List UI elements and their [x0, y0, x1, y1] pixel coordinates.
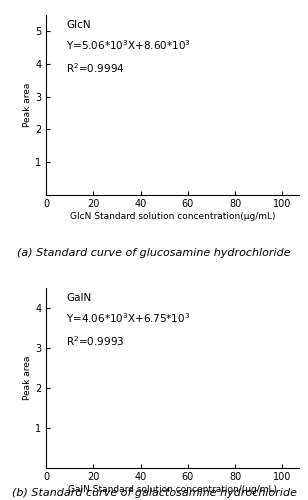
Text: Y=4.06*10$^3$X+6.75*10$^3$: Y=4.06*10$^3$X+6.75*10$^3$: [67, 312, 191, 325]
Text: GalN: GalN: [67, 294, 92, 304]
X-axis label: GlcN Standard solution concentration(μg/mL): GlcN Standard solution concentration(μg/…: [70, 212, 275, 221]
Text: R$^2$=0.9993: R$^2$=0.9993: [67, 334, 125, 348]
X-axis label: GalN Standard solution concentration/(μg/mL): GalN Standard solution concentration/(μg…: [68, 485, 277, 494]
Text: (a) Standard curve of glucosamine hydrochloride: (a) Standard curve of glucosamine hydroc…: [17, 248, 291, 258]
Text: R$^2$=0.9994: R$^2$=0.9994: [67, 62, 125, 76]
Text: GlcN: GlcN: [67, 20, 91, 30]
Text: Y=5.06*10$^3$X+8.60*10$^3$: Y=5.06*10$^3$X+8.60*10$^3$: [67, 38, 192, 52]
Text: (b) Standard curve of galactosamine hydrochloride: (b) Standard curve of galactosamine hydr…: [11, 488, 297, 498]
Y-axis label: Peak area: Peak area: [23, 356, 32, 400]
Y-axis label: Peak area: Peak area: [23, 82, 32, 127]
